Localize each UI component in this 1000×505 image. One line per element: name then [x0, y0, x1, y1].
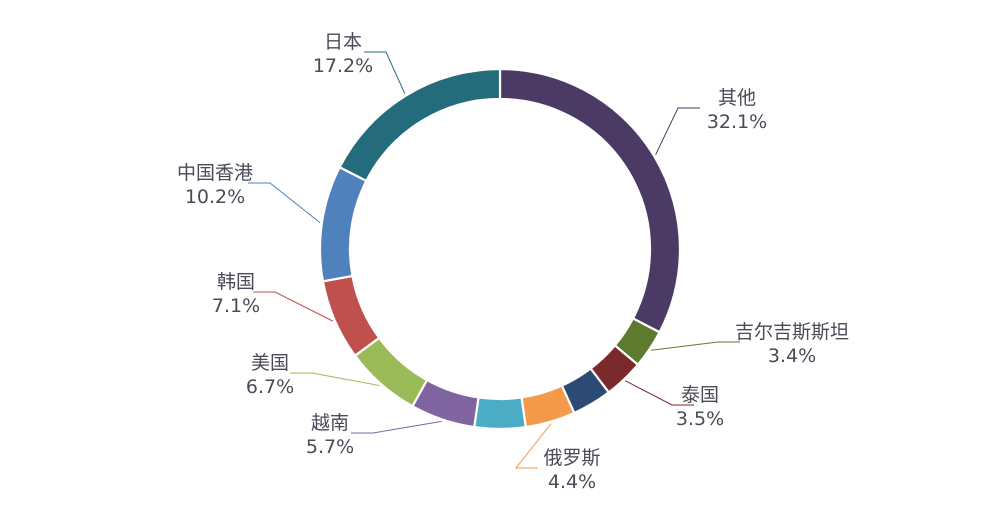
- donut-slice-其他: [498, 67, 682, 334]
- slice-label: 泰国: [681, 384, 719, 406]
- slice-value-label: 5.7%: [306, 436, 354, 458]
- leader-line: [514, 423, 552, 469]
- slice-value-label: 6.7%: [246, 376, 294, 398]
- slice-label: 日本: [324, 31, 362, 53]
- slice-value-label: 17.2%: [313, 55, 373, 77]
- leader-line: [253, 291, 334, 322]
- leader-line: [625, 380, 694, 406]
- slice-value-label: 10.2%: [185, 186, 245, 208]
- slice-label: 韩国: [217, 271, 255, 293]
- slice-label: 吉尔吉斯斯坦: [735, 321, 849, 343]
- leader-line: [351, 420, 442, 434]
- leader-line: [655, 107, 700, 155]
- slice-label: 越南: [311, 412, 349, 434]
- slice-label: 其他: [718, 87, 756, 109]
- donut-slice-韩国: [321, 274, 381, 358]
- leader-line: [651, 341, 740, 351]
- leader-line: [248, 182, 321, 224]
- donut-slice-5: [472, 396, 528, 431]
- slice-value-label: 4.4%: [548, 471, 596, 493]
- slice-label: 俄罗斯: [543, 447, 600, 469]
- slice-value-label: 7.1%: [212, 295, 260, 317]
- slice-value-label: 3.5%: [676, 408, 724, 430]
- slice-label: 美国: [251, 352, 289, 374]
- leader-line: [364, 51, 406, 95]
- slice-label: 中国香港: [177, 162, 253, 184]
- slice-value-label: 32.1%: [707, 111, 767, 133]
- leader-line: [290, 372, 380, 387]
- slice-value-label: 3.4%: [768, 345, 816, 367]
- donut-slice-日本: [338, 67, 502, 183]
- donut-slice-中国香港: [318, 165, 368, 283]
